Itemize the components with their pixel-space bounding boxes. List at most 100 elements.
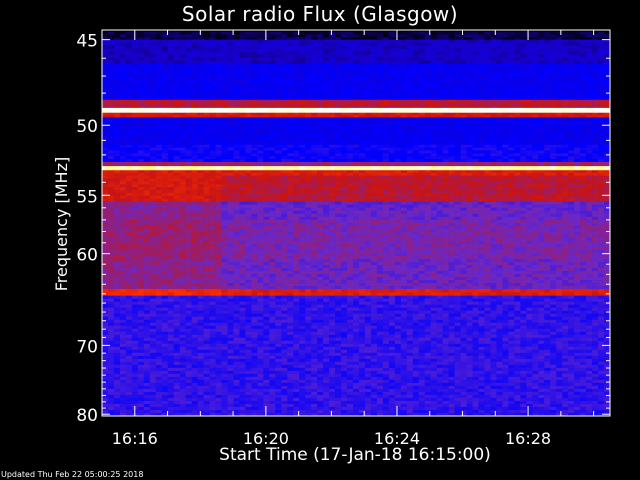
spectrogram-cell — [155, 181, 163, 185]
spectrogram-cell — [287, 201, 294, 205]
spectrogram-cell — [293, 166, 300, 171]
spectrogram-cell — [544, 90, 551, 95]
spectrogram-cell — [592, 107, 599, 111]
spectrogram-cell — [353, 39, 360, 43]
spectrogram-cell — [520, 87, 527, 92]
spectrogram-cell — [167, 31, 175, 35]
spectrogram-cell — [538, 159, 545, 163]
spectrogram-cell — [131, 156, 139, 160]
spectrogram-cell — [400, 51, 408, 55]
spectrogram-cell — [221, 96, 228, 101]
spectrogram-cell — [329, 96, 336, 101]
spectrogram-cell — [137, 170, 145, 174]
spectrogram-cell — [562, 115, 569, 118]
spectrogram-cell — [167, 175, 175, 179]
spectrogram-cell — [155, 48, 163, 52]
spectrogram-cell — [155, 90, 163, 95]
spectrogram-cell — [209, 54, 216, 58]
spectrogram-cell — [335, 48, 342, 52]
spectrogram-cell — [496, 120, 503, 124]
spectrogram-cell — [263, 129, 270, 133]
spectrogram-cell — [556, 129, 563, 133]
spectrogram-cell — [544, 123, 551, 127]
spectrogram-cell — [347, 138, 354, 143]
spectrogram-cell — [496, 170, 503, 174]
spectrogram-cell — [406, 198, 414, 202]
spectrogram-cell — [239, 87, 246, 92]
spectrogram-cell — [406, 81, 414, 86]
spectrogram-cell — [263, 195, 270, 200]
spectrogram-cell — [215, 107, 222, 111]
spectrogram-cell — [478, 198, 485, 202]
spectrogram-cell — [526, 161, 533, 167]
spectrogram-cell — [484, 184, 491, 188]
spectrogram-cell — [239, 181, 246, 185]
spectrogram-cell — [472, 126, 479, 130]
spectrogram-cell — [305, 132, 312, 136]
spectrogram-cell — [538, 45, 545, 49]
spectrogram-cell — [568, 87, 575, 92]
spectrogram-cell — [221, 170, 228, 174]
spectrogram-cell — [233, 39, 240, 43]
spectrogram-cell — [358, 75, 366, 79]
spectrogram-cell — [281, 31, 288, 35]
spectrogram-cell — [102, 51, 109, 55]
spectrogram-cell — [532, 107, 539, 111]
spectrogram-cell — [490, 120, 497, 124]
spectrogram-cell — [227, 147, 234, 151]
spectrogram-cell — [341, 132, 348, 136]
spectrogram-cell — [203, 93, 210, 98]
spectrogram-cell — [580, 110, 587, 114]
spectrogram-cell — [430, 37, 437, 40]
spectrogram-cell — [275, 110, 282, 114]
spectrogram-cell — [394, 166, 402, 171]
spectrogram-cell — [191, 192, 198, 197]
spectrogram-cell — [508, 150, 515, 154]
spectrogram-cell — [191, 57, 198, 61]
spectrogram-cell — [335, 37, 342, 40]
spectrogram-cell — [466, 156, 473, 160]
spectrogram-cell — [299, 120, 306, 124]
spectrogram-cell — [508, 63, 515, 67]
spectrogram-cell — [221, 161, 228, 167]
spectrogram-cell — [137, 166, 145, 171]
spectrogram-cell — [245, 99, 252, 103]
spectrogram-cell — [281, 126, 288, 130]
spectrogram-cell — [502, 90, 509, 95]
spectrogram-cell — [179, 195, 186, 200]
spectrogram-cell — [191, 132, 198, 136]
spectrogram-cell — [161, 51, 169, 55]
spectrogram-cell — [257, 135, 264, 139]
spectrogram-cell — [418, 66, 426, 70]
spectrogram-cell — [347, 141, 354, 146]
spectrogram-cell — [394, 190, 402, 194]
spectrogram-cell — [394, 201, 402, 205]
spectrogram-cell — [131, 153, 139, 157]
spectrogram-cell — [197, 129, 204, 133]
spectrogram-cell — [436, 54, 443, 58]
spectrogram-cell — [460, 201, 467, 205]
spectrogram-cell — [137, 120, 145, 124]
spectrogram-cell — [179, 75, 186, 79]
spectrogram-cell — [400, 190, 408, 194]
spectrogram-cell — [143, 96, 151, 101]
spectrogram-cell — [586, 135, 593, 139]
spectrogram-cell — [364, 195, 372, 200]
spectrogram-cell — [412, 102, 420, 106]
spectrogram-cell — [526, 156, 533, 160]
spectrogram-cell — [161, 102, 169, 106]
spectrogram-cell — [233, 81, 240, 86]
spectrogram-cell — [430, 39, 437, 43]
spectrogram-cell — [191, 105, 198, 109]
spectrogram-cell — [305, 75, 312, 79]
spectrogram-cell — [448, 170, 455, 174]
spectrogram-cell — [394, 153, 402, 157]
spectrogram-cell — [586, 54, 593, 58]
spectrogram-cell — [215, 147, 222, 151]
spectrogram-cell — [484, 126, 491, 130]
spectrogram-cell — [490, 192, 497, 197]
spectrogram-cell — [424, 161, 432, 167]
spectrogram-cell — [275, 87, 282, 92]
spectrogram-cell — [239, 78, 246, 83]
spectrogram-cell — [149, 57, 157, 61]
